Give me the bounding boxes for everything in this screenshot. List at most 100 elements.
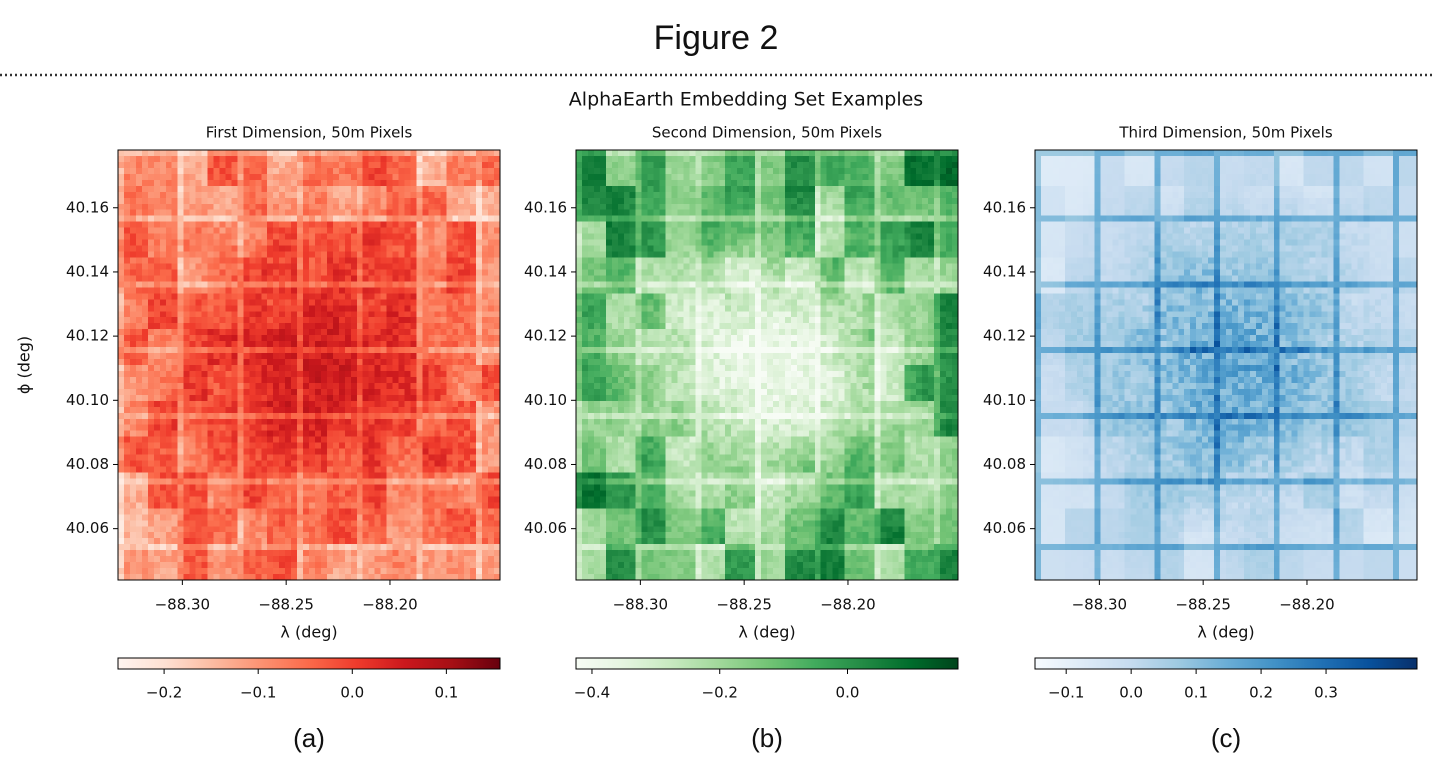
pixel <box>141 221 149 228</box>
pixel <box>332 221 340 228</box>
pixel <box>243 454 250 461</box>
pixel <box>368 233 375 240</box>
pixel <box>177 203 184 211</box>
pixel <box>165 287 173 294</box>
pixel <box>225 370 232 378</box>
pixel <box>581 466 589 473</box>
pixel <box>261 514 268 521</box>
pixel <box>332 209 340 216</box>
pixel <box>581 490 589 497</box>
pixel <box>129 562 137 569</box>
pixel <box>309 239 316 246</box>
pixel <box>476 550 483 557</box>
pixel <box>195 388 202 396</box>
pixel <box>213 508 220 515</box>
pixel <box>494 496 501 503</box>
pixel <box>243 311 250 318</box>
pixel <box>458 257 465 264</box>
pixel <box>350 394 358 402</box>
pixel <box>458 245 465 252</box>
pixel <box>428 203 435 211</box>
pixel <box>285 376 292 384</box>
pixel <box>374 305 381 312</box>
pixel <box>320 370 328 378</box>
pixel <box>344 448 352 455</box>
pixel <box>285 472 292 479</box>
pixel <box>356 424 364 431</box>
pixel <box>494 191 501 199</box>
pixel <box>416 550 423 557</box>
pixel <box>434 227 441 234</box>
pixel <box>201 150 208 157</box>
pixel <box>285 412 292 420</box>
pixel <box>464 496 471 503</box>
pixel <box>159 329 167 336</box>
pixel <box>434 203 441 211</box>
pixel <box>428 412 435 420</box>
pixel <box>135 209 143 216</box>
pixel <box>482 161 489 169</box>
pixel <box>195 257 202 264</box>
pixel <box>195 436 202 443</box>
pixel <box>410 514 417 521</box>
pixel <box>195 574 202 581</box>
pixel <box>285 544 292 551</box>
pixel <box>243 335 250 342</box>
pixel <box>189 347 196 354</box>
pixel <box>297 520 304 527</box>
pixel <box>123 430 131 437</box>
pixel <box>237 400 244 408</box>
pixel <box>189 496 196 503</box>
pixel <box>243 520 250 527</box>
pixel <box>593 311 601 318</box>
pixel <box>147 203 155 211</box>
pixel <box>482 167 489 175</box>
pixel <box>422 251 429 258</box>
pixel <box>255 520 262 527</box>
pixel <box>249 275 256 282</box>
pixel <box>587 353 595 360</box>
pixel <box>350 293 358 300</box>
pixel <box>309 347 316 354</box>
pixel <box>243 281 250 288</box>
pixel <box>428 550 435 557</box>
pixel <box>576 305 583 312</box>
pixel <box>231 568 238 575</box>
pixel <box>183 233 190 240</box>
pixel <box>267 466 274 473</box>
pixel <box>249 502 256 509</box>
pixel <box>129 490 137 497</box>
pixel <box>285 227 292 234</box>
pixel <box>279 454 286 461</box>
pixel <box>470 520 477 527</box>
pixel <box>225 179 232 187</box>
pixel <box>135 263 143 270</box>
pixel <box>207 185 214 193</box>
pixel <box>587 472 595 479</box>
pixel <box>356 293 364 300</box>
pixel <box>213 406 220 414</box>
pixel <box>428 520 435 527</box>
pixel <box>452 263 459 270</box>
pixel <box>350 376 358 384</box>
pixel <box>380 400 387 408</box>
pixel <box>338 233 346 240</box>
pixel <box>141 150 149 157</box>
pixel <box>219 329 226 336</box>
pixel <box>314 155 322 163</box>
pixel <box>446 556 453 563</box>
pixel <box>213 430 220 437</box>
pixel <box>350 532 358 539</box>
pixel <box>309 574 316 581</box>
pixel <box>147 454 155 461</box>
pixel <box>261 556 268 563</box>
pixel <box>338 556 346 563</box>
pixel <box>488 185 495 193</box>
pixel <box>576 496 583 503</box>
pixel <box>350 227 358 234</box>
pixel <box>458 460 465 467</box>
pixel <box>135 365 143 372</box>
pixel <box>261 335 268 342</box>
pixel <box>159 257 167 264</box>
pixel <box>587 544 595 551</box>
